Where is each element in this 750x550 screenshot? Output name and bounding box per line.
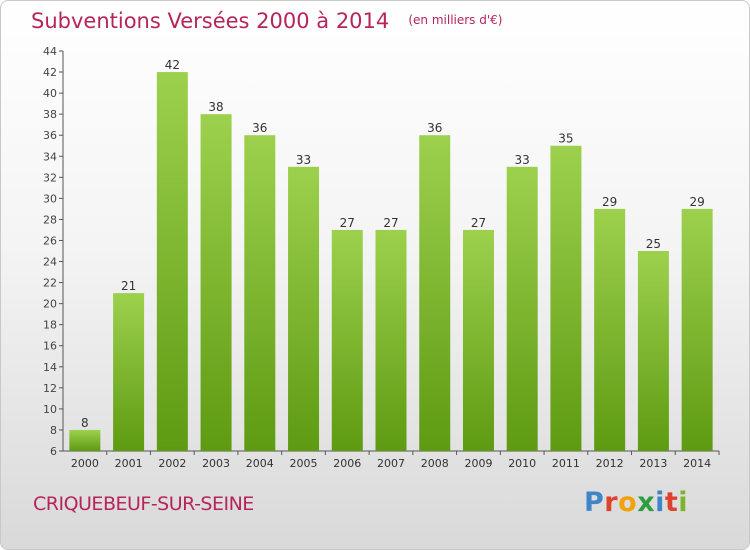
y-tick-label: 40 [43,87,57,100]
data-label-2014: 29 [689,195,704,209]
x-tick-label-2008: 2008 [421,457,449,470]
x-tick-label-2005: 2005 [290,457,318,470]
x-tick-label-2011: 2011 [552,457,580,470]
chart-title: Subventions Versées 2000 à 2014 [31,9,390,33]
title-row: Subventions Versées 2000 à 2014 (en mill… [31,9,502,33]
x-axis: 2000 2001 2002 2003 2004 2005 2006 2007 2008 2009… [63,450,720,470]
bar-2000 [69,429,101,451]
y-tick-label: 24 [43,256,57,269]
data-label-2007: 27 [383,216,398,230]
y-tick-label: 20 [43,298,57,311]
x-tick-label-2006: 2006 [333,457,361,470]
data-label-2008: 36 [427,121,442,135]
bar-2001 [113,293,145,451]
commune-name: CRIQUEBEUF-SUR-SEINE [33,493,254,515]
bar-2011 [550,145,582,451]
data-label-2006: 27 [340,216,355,230]
bar-2002 [156,72,188,451]
x-tick-label-2003: 2003 [202,457,230,470]
data-label-2010: 33 [515,153,530,167]
data-label-2009: 27 [471,216,486,230]
x-tick-label-2009: 2009 [464,457,492,470]
x-tick-label-2004: 2004 [246,457,274,470]
y-tick-label: 36 [43,129,57,142]
data-label-2013: 25 [646,237,661,251]
bars [69,72,713,452]
y-axis: 6 8 10 12 14 16 18 20 22 24 26 28 30 32 34 36 38 40 42 44 [43,45,64,458]
y-tick-label: 6 [50,445,57,458]
data-labels: 8 21 42 38 36 33 27 27 36 27 33 35 29 25 29 [81,58,705,430]
bar-2008 [419,135,451,452]
bar-2014 [681,208,713,451]
bar-2010 [506,166,538,451]
data-label-2002: 42 [165,58,180,72]
bar-2006 [331,229,363,451]
proxiti-logo: Proxiti [584,487,689,518]
y-tick-label: 18 [43,319,57,332]
y-tick-label: 30 [43,192,57,205]
x-tick-label-2010: 2010 [508,457,536,470]
bar-2005 [288,166,320,451]
y-tick-label: 8 [50,424,57,437]
y-tick-label: 32 [43,171,57,184]
y-tick-label: 10 [43,403,57,416]
x-tick-label-2000: 2000 [71,457,99,470]
bar-2013 [637,251,669,451]
data-label-2012: 29 [602,195,617,209]
bar-2012 [594,208,626,451]
y-tick-label: 28 [43,213,57,226]
y-tick-label: 38 [43,108,57,121]
y-tick-label: 26 [43,234,57,247]
x-tick-label-2014: 2014 [683,457,711,470]
x-tick-label-2001: 2001 [115,457,143,470]
bar-2007 [375,229,407,451]
y-tick-label: 12 [43,382,57,395]
data-label-2004: 36 [252,121,267,135]
data-label-2005: 33 [296,153,311,167]
bar-2009 [462,229,494,451]
data-label-2011: 35 [558,132,573,146]
data-label-2000: 8 [81,416,89,430]
y-tick-label: 14 [43,361,57,374]
y-tick-label: 16 [43,340,57,353]
x-tick-label-2013: 2013 [639,457,667,470]
chart-unit: (en milliers d'€) [408,13,503,27]
y-tick-label: 42 [43,66,57,79]
x-tick-label-2012: 2012 [596,457,624,470]
bar-2004 [244,135,276,452]
x-tick-label-2002: 2002 [158,457,186,470]
data-label-2003: 38 [208,100,223,114]
y-tick-label: 34 [43,150,57,163]
bar-2003 [200,114,232,451]
y-tick-label: 44 [43,45,57,58]
y-tick-label: 22 [43,277,57,290]
data-label-2001: 21 [121,279,136,293]
x-tick-label-2007: 2007 [377,457,405,470]
